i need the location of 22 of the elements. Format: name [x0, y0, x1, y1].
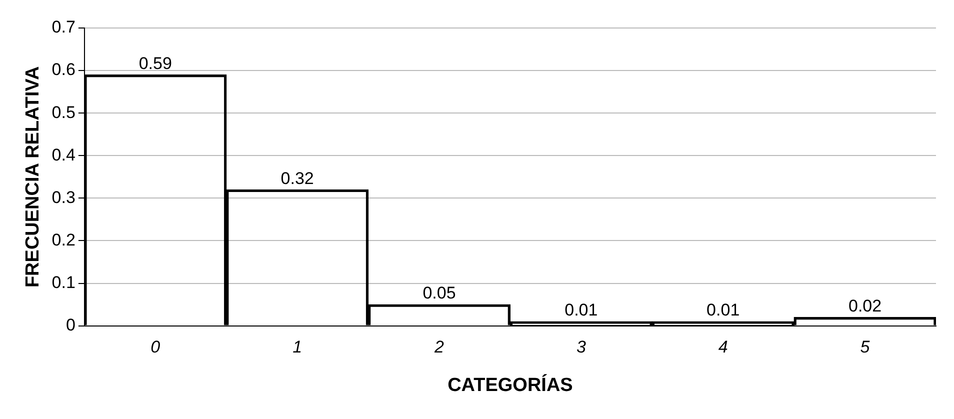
x-tick-label: 2 [434, 338, 445, 357]
y-tick-label: 0.5 [52, 102, 76, 122]
data-label: 0.01 [564, 300, 598, 320]
y-axis-title: FRECUENCIA RELATIVA [22, 66, 44, 288]
x-tick-label: 3 [576, 338, 586, 357]
data-label: 0.32 [280, 168, 314, 188]
data-label: 0.05 [422, 284, 456, 303]
y-tick-label: 0.3 [52, 188, 76, 207]
y-tick-label: 0 [66, 315, 76, 334]
x-tick-label: 4 [718, 338, 728, 357]
y-tick-label: 0.4 [52, 145, 76, 164]
x-tick-label: 0 [150, 338, 161, 357]
y-tick-label: 0.7 [52, 18, 76, 37]
y-tick-label: 0.2 [52, 230, 76, 250]
x-tick-label: 5 [860, 338, 870, 357]
data-label: 0.59 [138, 54, 172, 73]
data-label: 0.02 [848, 296, 882, 316]
x-axis-title: CATEGORÍAS [448, 374, 573, 396]
x-tick-label: 1 [292, 338, 302, 357]
y-tick-label: 0.1 [52, 272, 76, 292]
y-tick-label: 0.6 [52, 60, 76, 80]
data-label: 0.01 [706, 300, 740, 320]
